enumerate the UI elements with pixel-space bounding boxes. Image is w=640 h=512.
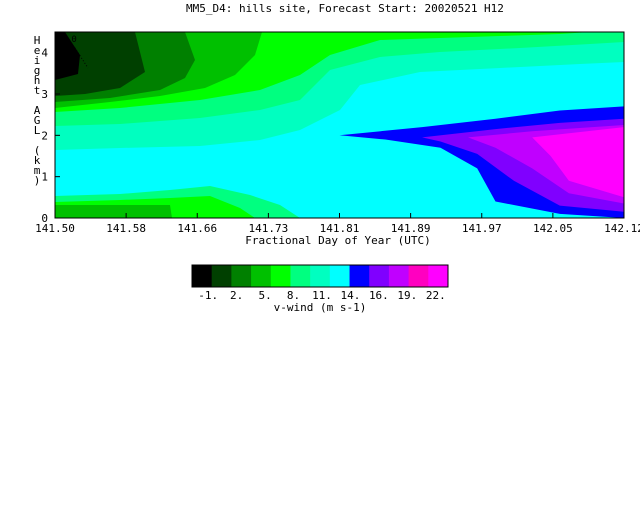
chart-title: MM5_D4: hills site, Forecast Start: 2002…	[186, 2, 504, 15]
plot-area	[55, 32, 624, 218]
colorbar-tick-label: -1.	[198, 289, 218, 302]
x-tick-label: 141.58	[106, 222, 146, 235]
colorbar-tick-label: 5.	[258, 289, 271, 302]
colorbar-tick-label: 14.	[341, 289, 361, 302]
colorbar-frame	[191, 264, 449, 288]
band-black	[55, 32, 80, 80]
colorbar-tick-label: 19.	[397, 289, 417, 302]
wind-core-regions	[339, 106, 624, 218]
colorbar-swatch	[192, 265, 213, 287]
colorbar-swatch	[388, 265, 410, 287]
y-tick-label: 2	[41, 129, 48, 142]
band-cyan-core	[55, 62, 624, 218]
x-tick-label: 142.05	[533, 222, 573, 235]
colorbar-swatch	[408, 265, 429, 287]
x-tick-label: 142.12	[604, 222, 640, 235]
region-3	[532, 127, 624, 198]
x-tick-label: 141.97	[462, 222, 502, 235]
y-tick-label: 0	[41, 212, 48, 225]
colorbar-swatch	[231, 265, 252, 287]
x-tick-label: 141.89	[391, 222, 431, 235]
colorbar-swatch	[251, 265, 272, 287]
colorbar-label: v-wind (m s-1)	[274, 301, 367, 314]
colorbar-swatch	[369, 265, 390, 287]
colorbar-swatch	[329, 265, 351, 287]
colorbar: -1. 2. 5. 8. 11. 14. 16. 19. 22.	[191, 264, 449, 302]
colorbar-swatch	[290, 265, 311, 287]
colorbar-tick-label: 11.	[312, 289, 332, 302]
band-darkest-green	[55, 32, 145, 96]
y-tick-label: 4	[41, 47, 48, 60]
colorbar-swatch	[310, 265, 331, 287]
x-tick-label: 141.81	[320, 222, 360, 235]
contour-label: -0	[66, 35, 77, 45]
x-axis-label: Fractional Day of Year (UTC)	[245, 234, 430, 247]
band-lower-2-5	[55, 205, 172, 218]
y-tick-label: 1	[41, 171, 48, 184]
colorbar-tick-label: 8.	[287, 289, 300, 302]
colorbar-tick-label: 2.	[230, 289, 243, 302]
colorbar-swatch	[349, 265, 370, 287]
colorbar-swatch	[211, 265, 232, 287]
colorbar-swatch	[428, 265, 449, 287]
x-tick-label: 141.73	[249, 222, 289, 235]
y-axis: 0 1 2 3 4	[41, 47, 60, 225]
y-tick-label: 3	[41, 88, 48, 101]
x-tick-label: 141.66	[177, 222, 217, 235]
x-axis: 141.50 141.58 141.66 141.73 141.81 141.89 141.…	[35, 213, 640, 235]
colorbar-swatch	[270, 265, 291, 287]
contour-dotted	[61, 39, 89, 69]
x-tick-label: 141.50	[35, 222, 75, 235]
colorbar-tick-label: 16.	[369, 289, 389, 302]
colorbar-tick-label: 22.	[426, 289, 446, 302]
